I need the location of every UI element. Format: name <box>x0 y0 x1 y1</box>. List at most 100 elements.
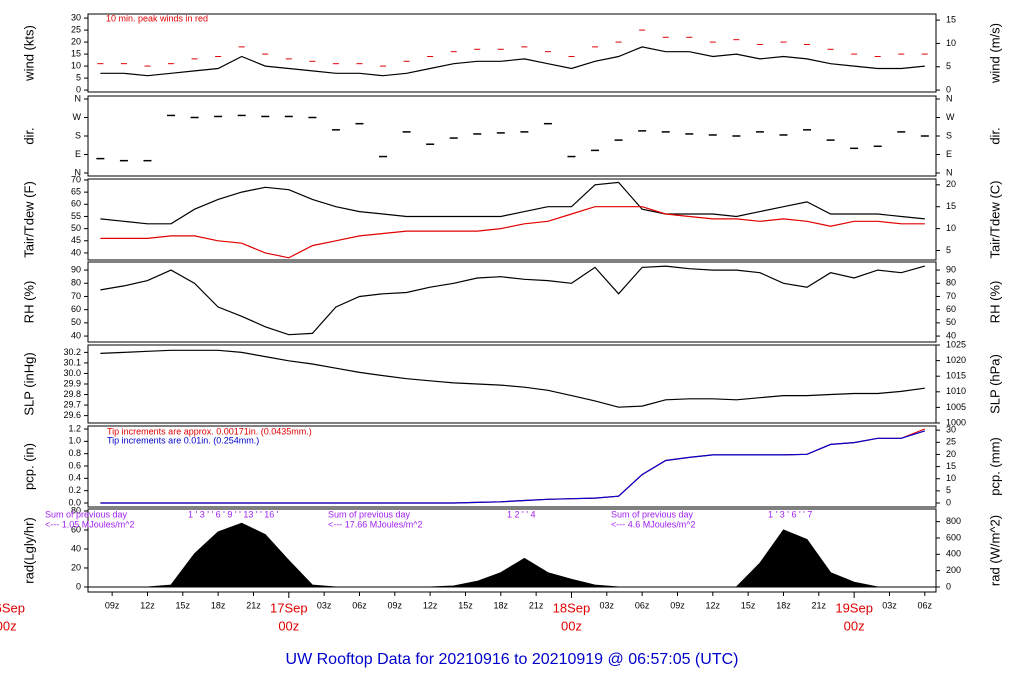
x-tick-label: 12z <box>706 600 721 610</box>
day-label: 16Sep <box>0 600 25 615</box>
series-line <box>100 206 925 259</box>
y2-tick-label: 0 <box>946 84 951 94</box>
y2-tick-label: 60 <box>946 304 956 314</box>
annotation: Sum of previous day <box>328 509 411 519</box>
y-tick-label: 29.7 <box>63 399 81 409</box>
series-area <box>99 522 926 588</box>
y-tick-label: W <box>73 112 82 122</box>
y2-tick-label: 1005 <box>946 402 966 412</box>
y2-tick-label: 15 <box>946 201 956 211</box>
annotation: Tip increments are approx. 0.00171in. (0… <box>107 426 312 436</box>
y-tick-label: 90 <box>71 264 81 274</box>
y-tick-label: 0 <box>76 581 81 591</box>
y-tick-label: 70 <box>71 174 81 184</box>
annotation: Tip increments are 0.01in. (0.254mm.) <box>107 435 259 445</box>
y2-tick-label: S <box>946 130 952 140</box>
y2-tick-label: W <box>946 112 955 122</box>
y2-tick-label: 0 <box>946 497 951 507</box>
x-tick-label: 21z <box>529 600 544 610</box>
x-tick-label: 03z <box>600 600 615 610</box>
y2-tick-label: 15 <box>946 461 956 471</box>
x-tick-label: 15z <box>176 600 191 610</box>
y-tick-label: 30 <box>71 12 81 22</box>
y2-tick-label: N <box>946 167 953 177</box>
x-tick-label: 15z <box>458 600 473 610</box>
y2-axis-label: pcp. (mm) <box>987 437 1002 496</box>
y2-tick-label: 80 <box>946 278 956 288</box>
y-axis-label: Tair/Tdew (F) <box>21 181 36 258</box>
x-tick-label: 09z <box>388 600 403 610</box>
y-tick-label: 70 <box>71 291 81 301</box>
y2-axis-label: RH (%) <box>987 281 1002 324</box>
y-tick-label: 0.4 <box>68 473 81 483</box>
x-tick-label: 09z <box>105 600 120 610</box>
y-tick-label: 1.0 <box>68 436 81 446</box>
y2-axis-label: dir. <box>987 127 1002 144</box>
day-time-label: 00z <box>844 618 865 633</box>
y2-tick-label: 0 <box>946 581 951 591</box>
x-tick-label: 06z <box>352 600 367 610</box>
page-title: UW Rooftop Data for 20210916 to 20210919… <box>286 651 739 668</box>
y-tick-label: 60 <box>71 524 81 534</box>
y2-tick-label: 200 <box>946 565 961 575</box>
y2-tick-label: 10 <box>946 473 956 483</box>
y-tick-label: 29.9 <box>63 378 81 388</box>
x-tick-label: 21z <box>812 600 827 610</box>
y2-tick-label: 70 <box>946 291 956 301</box>
day-time-label: 00z <box>561 618 582 633</box>
y-tick-label: N <box>75 93 82 103</box>
day-label: 17Sep <box>270 600 308 615</box>
x-tick-label: 03z <box>882 600 897 610</box>
x-tick-label: 12z <box>140 600 155 610</box>
y-tick-label: 15 <box>71 48 81 58</box>
y-tick-label: 5 <box>76 72 81 82</box>
y2-tick-label: E <box>946 149 952 159</box>
y2-tick-label: 10 <box>946 223 956 233</box>
y2-tick-label: 20 <box>946 449 956 459</box>
day-label: 18Sep <box>553 600 591 615</box>
y2-tick-label: 1010 <box>946 386 966 396</box>
y-tick-label: 40 <box>71 247 81 257</box>
y-tick-label: 29.6 <box>63 410 81 420</box>
annotation: 1 2 ' ' 4 <box>507 509 535 519</box>
y2-tick-label: 10 <box>946 38 956 48</box>
y-axis-label: pcp. (in) <box>21 443 36 490</box>
annotation: Sum of previous day <box>45 509 128 519</box>
y2-tick-label: 1025 <box>946 339 966 349</box>
annotation: <--- 1.05 MJoules/m^2 <box>45 519 135 529</box>
series-line <box>100 181 925 225</box>
y2-tick-label: 40 <box>946 330 956 340</box>
y-tick-label: 0.2 <box>68 485 81 495</box>
annotation: <--- 4.6 MJoules/m^2 <box>611 519 696 529</box>
y-tick-label: 1.2 <box>68 423 81 433</box>
y2-tick-label: 5 <box>946 245 951 255</box>
x-tick-label: 21z <box>246 600 261 610</box>
x-tick-label: 18z <box>211 600 226 610</box>
y-tick-label: 50 <box>71 317 81 327</box>
y-tick-label: 40 <box>71 543 81 553</box>
y-tick-label: 25 <box>71 24 81 34</box>
y-tick-label: 65 <box>71 187 81 197</box>
y2-axis-label: rad (W/m^2) <box>987 515 1002 586</box>
y2-axis-label: wind (m/s) <box>987 23 1002 84</box>
y2-tick-label: 800 <box>946 516 961 526</box>
y2-tick-label: 600 <box>946 532 961 542</box>
annotation: Sum of previous day <box>611 509 694 519</box>
y2-tick-label: 1020 <box>946 355 966 365</box>
y2-tick-label: 50 <box>946 317 956 327</box>
y-tick-label: 60 <box>71 304 81 314</box>
annotation: 10 min. peak winds in red <box>106 13 208 23</box>
panel-frame <box>87 344 937 424</box>
x-tick-label: 06z <box>918 600 933 610</box>
y-tick-label: 0.0 <box>68 497 81 507</box>
y-tick-label: 0.8 <box>68 448 81 458</box>
y-axis-label: wind (kts) <box>21 25 36 82</box>
day-time-label: 00z <box>0 618 17 633</box>
y2-axis-label: Tair/Tdew (C) <box>987 180 1002 258</box>
y-tick-label: 40 <box>71 330 81 340</box>
x-tick-label: 18z <box>494 600 509 610</box>
x-tick-label: 12z <box>423 600 438 610</box>
y-tick-label: N <box>75 167 82 177</box>
x-tick-label: 15z <box>741 600 756 610</box>
